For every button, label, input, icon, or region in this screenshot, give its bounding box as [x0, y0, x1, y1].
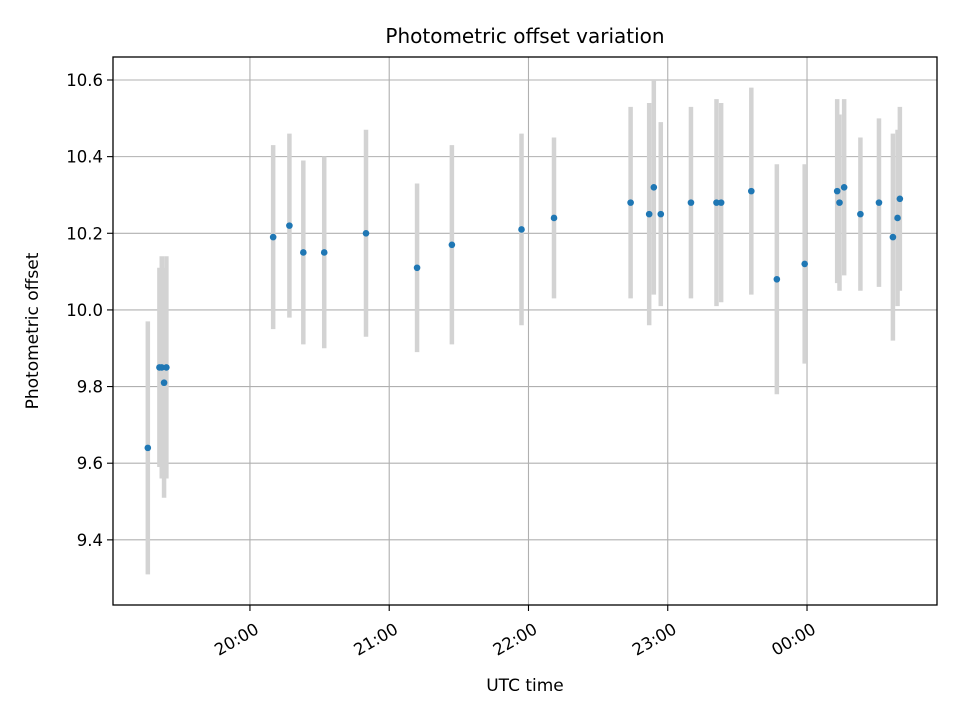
data-point [320, 249, 328, 256]
y-axis-label: Photometric offset [23, 252, 43, 409]
data-point [773, 275, 781, 283]
data-point [650, 183, 658, 191]
plot-frame [112, 56, 938, 606]
data-point [286, 222, 293, 229]
data-point [717, 199, 725, 206]
chart-title: Photometric offset variation [385, 24, 664, 48]
data-point [160, 379, 168, 387]
data-point [144, 444, 152, 452]
data-point [687, 199, 695, 206]
y-tick-label: 9.4 [77, 531, 103, 550]
data-point [158, 364, 166, 371]
data-point [894, 214, 901, 222]
data-point [713, 199, 720, 206]
data-point [748, 187, 755, 195]
data-point [269, 233, 277, 241]
data-point [801, 260, 808, 268]
data-point [518, 226, 525, 233]
y-tick-label: 10.4 [66, 148, 103, 167]
x-axis-label: UTC time [486, 676, 564, 696]
data-point [657, 210, 665, 218]
data-point [889, 233, 897, 241]
data-point [857, 210, 864, 218]
data-point [840, 183, 848, 191]
data-point [875, 199, 883, 206]
data-point [896, 195, 904, 203]
data-point [645, 210, 653, 218]
data-point [836, 199, 843, 206]
data-point [833, 187, 841, 195]
data-point [362, 229, 370, 237]
data-points [144, 183, 904, 452]
y-tick-label: 10.2 [66, 224, 103, 243]
data-point [300, 249, 307, 256]
data-point [550, 214, 558, 222]
y-tick-label: 10.6 [66, 71, 103, 90]
data-point [448, 241, 456, 249]
grid [113, 57, 937, 605]
data-point [627, 199, 634, 206]
y-tick-label: 9.6 [77, 454, 103, 473]
data-point [413, 264, 421, 272]
data-point [163, 364, 170, 371]
y-tick-label: 9.8 [77, 378, 103, 397]
y-tick-label: 10.0 [66, 301, 103, 320]
y-axis: 9.4 9.6 9.8 10.0 10.2 10.4 10.6 [66, 71, 113, 550]
